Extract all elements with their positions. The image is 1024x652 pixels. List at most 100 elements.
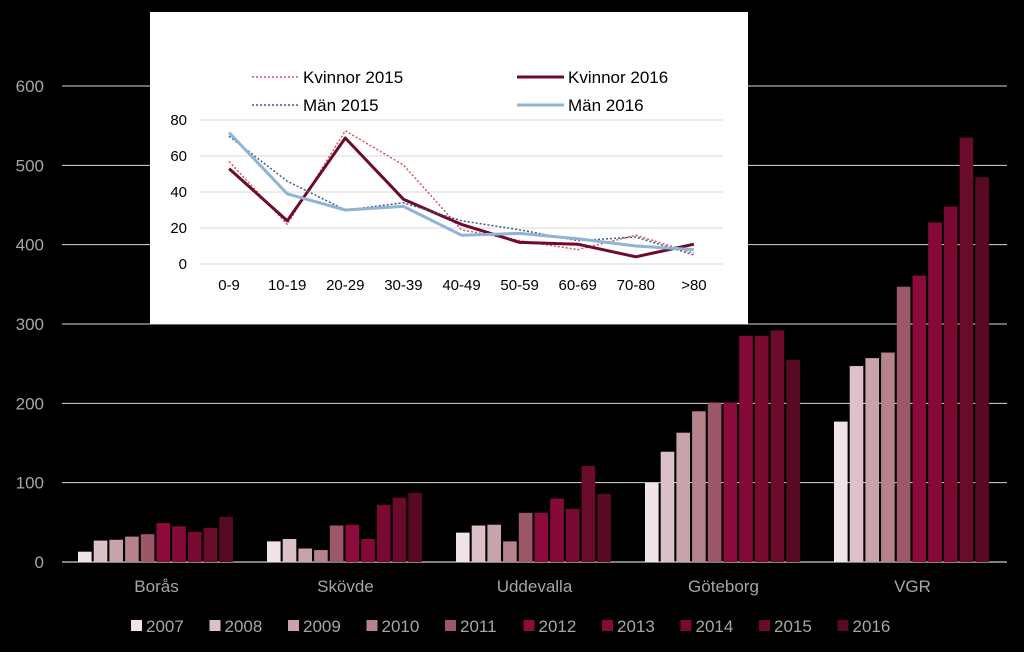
bar-2007-3	[645, 482, 659, 562]
bar-2014-1	[376, 504, 391, 562]
bar-2010-3	[692, 411, 706, 562]
x-category-label: Göteborg	[688, 577, 759, 596]
bar-2011-0	[140, 534, 155, 562]
bar-2008-4	[849, 366, 864, 562]
bar-2010-4	[881, 352, 895, 562]
bar-2012-0	[156, 523, 171, 562]
bar-2016-2	[597, 493, 611, 562]
legend-label: 2007	[146, 617, 184, 636]
bar-2014-4	[943, 206, 958, 562]
legend-label: 2016	[853, 617, 891, 636]
y-tick-label: 200	[16, 394, 44, 413]
y-tick-label: 100	[16, 474, 44, 493]
y-tick-label: 500	[16, 156, 44, 175]
bar-2008-1	[282, 538, 297, 562]
bar-2011-2	[518, 512, 533, 562]
inset-legend-label: Män 2015	[303, 96, 379, 115]
legend-swatch	[759, 620, 770, 631]
x-category-label: Skövde	[317, 577, 374, 596]
legend-swatch	[131, 620, 142, 631]
bar-2016-0	[219, 516, 233, 562]
legend-swatch	[209, 620, 221, 631]
bar-2013-3	[739, 335, 753, 562]
inset-x-category-label: 20-29	[326, 277, 364, 294]
inset-legend-label: Män 2016	[568, 96, 644, 115]
legend-swatch	[523, 620, 535, 631]
inset-y-tick-label: 80	[170, 112, 187, 129]
bar-2008-0	[93, 540, 108, 562]
bar-2011-3	[707, 402, 722, 562]
legend-label: 2009	[303, 617, 341, 636]
series-line-Män 2015	[228, 135, 695, 256]
bar-2012-1	[345, 524, 360, 562]
legend-label: 2011	[460, 617, 497, 636]
inset-y-tick-label: 60	[170, 148, 187, 165]
inset-x-category-label: 70-80	[617, 277, 655, 294]
bar-2012-2	[534, 512, 549, 562]
bar-2013-0	[172, 526, 186, 562]
bar-2015-4	[959, 137, 974, 563]
bar-2012-4	[912, 275, 927, 562]
bar-2015-3	[770, 330, 785, 562]
bar-2010-1	[314, 550, 328, 562]
bar-2010-0	[125, 536, 139, 562]
bar-2009-3	[676, 432, 690, 562]
legend-label: 2015	[774, 617, 812, 636]
bar-2014-0	[187, 531, 202, 562]
bar-2015-1	[392, 497, 407, 562]
bar-2007-0	[78, 551, 92, 562]
bar-2015-0	[203, 527, 218, 562]
y-tick-label: 400	[16, 236, 44, 255]
bar-2015-2	[581, 466, 596, 562]
bar-2011-4	[896, 286, 911, 562]
legend-label: 2013	[617, 617, 655, 636]
inset-x-category-label: 0-9	[218, 277, 240, 294]
inset-y-tick-label: 40	[170, 184, 187, 201]
bar-2016-1	[408, 492, 422, 562]
inset-legend-label: Kvinnor 2016	[568, 68, 668, 87]
bar-2009-0	[109, 539, 123, 562]
bar-2008-2	[471, 525, 486, 562]
bar-2009-4	[865, 358, 879, 562]
legend-swatch	[602, 620, 613, 631]
bar-2016-4	[975, 177, 989, 562]
legend-swatch	[680, 620, 692, 631]
x-category-label: VGR	[894, 577, 931, 596]
legend-swatch	[288, 620, 299, 631]
bar-2014-3	[754, 335, 769, 562]
bar-2011-1	[329, 525, 344, 562]
x-category-label: Uddevalla	[497, 577, 573, 596]
inset-line-chart: 0 20 40 60 80 0-9 10-19 20-29 30-39 40-49 50-59 60-…	[150, 12, 748, 324]
inset-x-category-label: 60-69	[559, 277, 597, 294]
legend-label: 2008	[225, 617, 263, 636]
series-line-Män 2016	[228, 131, 694, 252]
legend-swatch	[445, 620, 456, 631]
y-tick-label: 300	[16, 315, 44, 334]
bar-2012-3	[723, 402, 738, 562]
bar-2007-4	[834, 421, 848, 562]
bar-2007-1	[267, 541, 281, 562]
inset-x-category-label: >80	[681, 277, 706, 294]
inset-x-category-label: 40-49	[442, 277, 480, 294]
legend-swatch	[837, 620, 849, 631]
bar-2013-2	[550, 498, 564, 562]
bar-2013-4	[928, 222, 942, 562]
bar-2014-2	[565, 508, 580, 562]
inset-x-category-label: 30-39	[384, 277, 422, 294]
x-category-label: Borås	[134, 577, 178, 596]
bar-2016-3	[786, 359, 800, 562]
series-line-Kvinnor 2016	[228, 136, 695, 259]
bar-2010-2	[503, 541, 517, 562]
inset-y-tick-label: 20	[170, 220, 187, 237]
series-line-Kvinnor 2015	[228, 130, 695, 254]
legend-swatch	[366, 620, 378, 631]
bar-2013-1	[361, 538, 375, 562]
bar-2009-2	[487, 524, 501, 562]
y-tick-label: 0	[35, 553, 44, 572]
inset-y-tick-label: 0	[179, 256, 187, 273]
inset-x-category-label: 10-19	[268, 277, 306, 294]
inset-x-category-label: 50-59	[500, 277, 538, 294]
bar-2009-1	[298, 548, 312, 562]
legend-label: 2012	[539, 617, 577, 636]
bar-2007-2	[456, 532, 470, 562]
